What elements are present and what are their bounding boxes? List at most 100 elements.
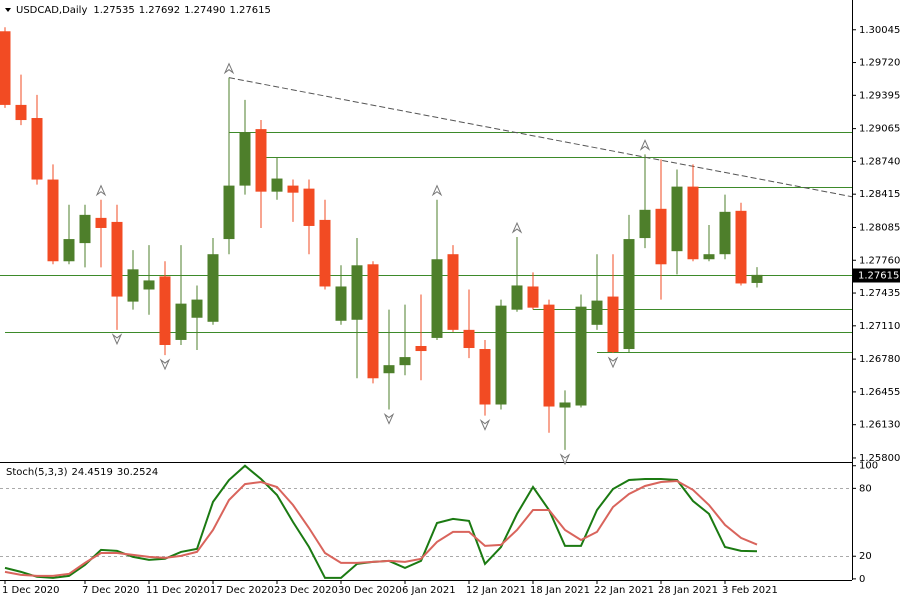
candle — [399, 304, 411, 376]
close-value: 1.27615 — [229, 5, 270, 16]
fractal-down — [479, 419, 491, 431]
y-tick-label: 1.28085 — [859, 222, 900, 233]
y-tick-label: 1.28740 — [859, 156, 900, 167]
candle — [639, 154, 651, 249]
candle-body — [495, 305, 507, 405]
candle-body — [239, 132, 251, 186]
fractal-up — [95, 184, 107, 197]
x-tick-label: 23 Dec 2020 — [274, 585, 338, 596]
candle-body — [447, 254, 459, 330]
y-tick-label: 20 — [859, 551, 872, 562]
candle — [303, 179, 315, 255]
candle — [191, 285, 203, 351]
candle-body — [111, 221, 123, 297]
high-value: 1.27692 — [139, 5, 180, 16]
x-tick-label: 18 Jan 2021 — [530, 585, 590, 596]
low-value: 1.27490 — [184, 5, 225, 16]
y-tick-label: 1.26455 — [859, 387, 900, 398]
candle — [687, 164, 699, 262]
y-tick-label: 1.28415 — [859, 189, 900, 200]
x-tick-label: 17 Dec 2020 — [210, 585, 274, 596]
menu-icon[interactable] — [5, 8, 11, 12]
candle-body — [719, 211, 731, 255]
candle-body — [383, 365, 395, 374]
y-tick-label: 1.29395 — [859, 90, 900, 101]
candle — [527, 272, 539, 310]
candle-body — [175, 303, 187, 340]
candle-body — [639, 209, 651, 239]
candle — [63, 204, 75, 265]
y-tick-label: 1.27760 — [859, 255, 900, 266]
candle — [559, 390, 571, 450]
candle — [703, 224, 715, 262]
fractal-down — [607, 356, 619, 369]
candle — [287, 179, 299, 222]
candle — [543, 299, 555, 433]
candle-body — [735, 210, 747, 284]
x-tick-label: 6 Jan 2021 — [402, 585, 456, 596]
candle-body — [0, 31, 11, 105]
candle — [511, 237, 523, 312]
candle-body — [223, 185, 235, 240]
trend-line — [228, 77, 853, 198]
indicator-header: Stoch(5,3,3) 24.4519 30.2524 — [6, 467, 158, 478]
candle — [271, 157, 283, 200]
fractal-down — [111, 333, 123, 346]
y-tick-label: 1.26130 — [859, 420, 900, 431]
candle — [207, 238, 219, 325]
current-price-box — [853, 268, 900, 283]
candle-body — [431, 259, 443, 338]
indicator-line — [4, 479, 758, 577]
candle — [383, 309, 395, 410]
fractal-up — [511, 221, 523, 234]
candle-body — [527, 286, 539, 308]
candle-body — [47, 179, 59, 262]
candle-body — [543, 304, 555, 407]
x-tick-label: 7 Dec 2020 — [82, 585, 140, 596]
candle-body — [255, 129, 267, 192]
candle — [751, 267, 763, 288]
x-tick-label: 12 Jan 2021 — [466, 585, 526, 596]
candle-body — [335, 286, 347, 321]
candle-body — [31, 118, 43, 180]
candle-body — [159, 276, 171, 345]
candle-body — [63, 239, 75, 262]
candle-body — [271, 178, 283, 192]
candle — [239, 99, 251, 195]
candle — [15, 74, 27, 126]
y-tick-label: 1.27110 — [859, 321, 900, 332]
fractal-up — [223, 62, 235, 75]
candle-body — [671, 186, 683, 252]
candle — [111, 204, 123, 330]
fractal-down — [159, 358, 171, 371]
x-tick-label: 28 Jan 2021 — [658, 585, 718, 596]
candle — [255, 120, 267, 228]
candle-body — [207, 254, 219, 322]
candle-body — [463, 329, 475, 349]
y-tick-label: 100 — [859, 461, 878, 472]
x-tick-label: 1 Dec 2020 — [2, 585, 60, 596]
candle-body — [367, 264, 379, 379]
candle — [671, 169, 683, 275]
x-tick-label: 11 Dec 2020 — [146, 585, 210, 596]
candle — [719, 194, 731, 260]
candle-body — [687, 186, 699, 260]
y-tick-label: 1.30045 — [859, 25, 900, 36]
fractal-down — [559, 453, 571, 466]
candle — [655, 159, 667, 300]
candle-body — [591, 300, 603, 325]
candle-body — [319, 219, 331, 287]
candle — [31, 94, 43, 185]
candle-body — [287, 185, 299, 193]
current-price-label: 1.27615 — [858, 271, 899, 282]
candle-body — [479, 349, 491, 405]
candle — [319, 199, 331, 290]
candle-body — [511, 285, 523, 310]
y-tick-label: 1.29720 — [859, 58, 900, 69]
chart-header: USDCAD,Daily 1.27535 1.27692 1.27490 1.27615 — [16, 5, 271, 16]
candle — [463, 289, 475, 359]
symbol: USDCAD,Daily — [16, 5, 87, 16]
candle — [575, 294, 587, 408]
main-value: 24.4519 — [71, 467, 112, 478]
fractal-up — [431, 184, 443, 197]
